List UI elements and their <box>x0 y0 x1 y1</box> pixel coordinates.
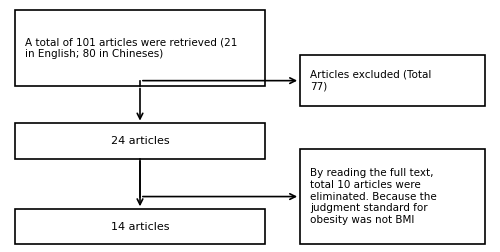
FancyBboxPatch shape <box>300 55 485 106</box>
Text: Articles excluded (Total
77): Articles excluded (Total 77) <box>310 70 432 91</box>
FancyBboxPatch shape <box>15 10 265 86</box>
FancyBboxPatch shape <box>15 123 265 159</box>
Text: 24 articles: 24 articles <box>110 136 170 146</box>
Text: A total of 101 articles were retrieved (21
in English; 80 in Chineses): A total of 101 articles were retrieved (… <box>25 37 238 59</box>
FancyBboxPatch shape <box>15 209 265 244</box>
FancyBboxPatch shape <box>300 149 485 244</box>
Text: 14 articles: 14 articles <box>111 222 169 232</box>
Text: By reading the full text,
total 10 articles were
eliminated. Because the
judgmen: By reading the full text, total 10 artic… <box>310 168 437 225</box>
